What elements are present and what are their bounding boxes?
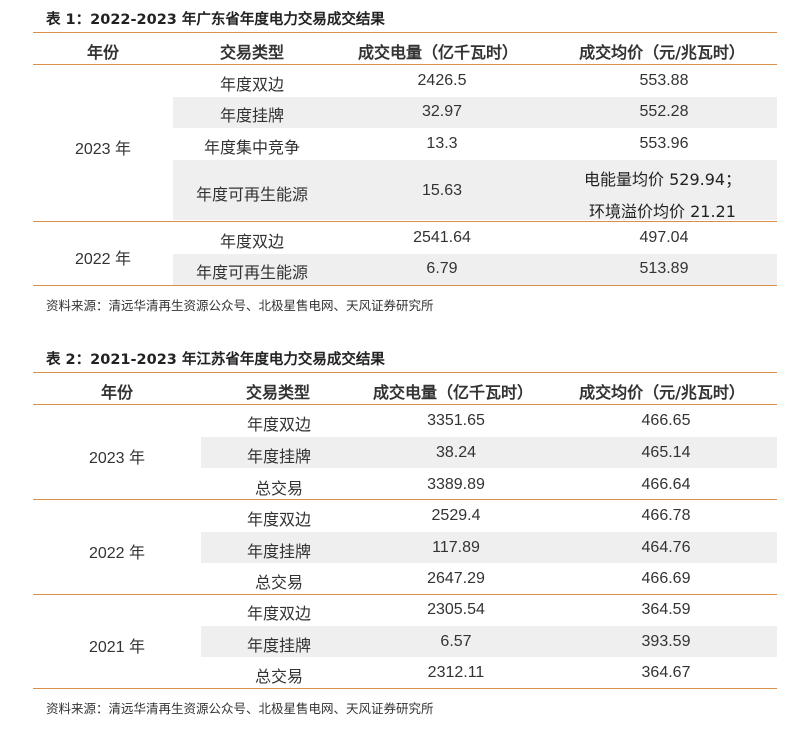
table-cell-type: 年度挂牌 xyxy=(246,636,312,655)
table-cell-price: 464.76 xyxy=(641,539,691,556)
table-cell-type: 年度双边 xyxy=(246,604,312,623)
table-cell-price: 466.69 xyxy=(641,570,691,587)
table2-year-2023: 2023 年 xyxy=(88,450,146,467)
table1-row-shade xyxy=(173,97,777,128)
table-cell-type: 年度双边 xyxy=(246,510,312,529)
table-cell-price: 552.28 xyxy=(639,103,689,120)
table-cell-price-energy: 电能量均价 529.94； xyxy=(584,170,742,189)
table-cell-price: 364.59 xyxy=(641,601,691,618)
table-cell-price: 466.78 xyxy=(641,507,691,524)
table-cell-volume: 3351.65 xyxy=(427,412,485,429)
table1-header-volume: 成交电量（亿千瓦时） xyxy=(357,43,519,62)
table2-year-2022: 2022 年 xyxy=(88,545,146,562)
table2-bottom-rule xyxy=(33,688,777,689)
table-cell-price: 513.89 xyxy=(639,260,689,277)
table-cell-price: 553.88 xyxy=(639,72,689,89)
table-cell-type: 年度双边 xyxy=(219,75,285,94)
table-cell-price: 466.65 xyxy=(641,412,691,429)
table1-header-price: 成交均价（元/兆瓦时） xyxy=(579,43,745,62)
table2-top-rule xyxy=(33,372,777,373)
table-cell-price: 497.04 xyxy=(639,229,689,246)
table-cell-type: 总交易 xyxy=(254,573,304,592)
table-cell-type: 年度挂牌 xyxy=(246,542,312,561)
table-cell-type: 年度双边 xyxy=(246,415,312,434)
table1-row-shade xyxy=(173,254,777,285)
table-cell-volume: 2426.5 xyxy=(417,72,467,89)
table-cell-volume: 117.89 xyxy=(432,539,480,556)
table-cell-volume: 2529.4 xyxy=(431,507,481,524)
table-cell-type: 总交易 xyxy=(254,667,304,686)
table2-row-shade xyxy=(201,437,777,468)
table-cell-price: 364.67 xyxy=(641,664,691,681)
table1-header-year: 年份 xyxy=(86,43,120,62)
table1-year-2023: 2023 年 xyxy=(74,141,132,158)
table2-header-year: 年份 xyxy=(100,383,134,402)
table2-header-type: 交易类型 xyxy=(245,383,311,402)
table1-year-2022: 2022 年 xyxy=(74,251,132,268)
table1-header-rule xyxy=(33,64,777,65)
table2-row-shade xyxy=(201,532,777,563)
table-cell-price-env-premium: 环境溢价均价 21.21 xyxy=(589,202,736,221)
table2-header-rule xyxy=(33,404,777,405)
table2-group-rule xyxy=(33,499,777,500)
table-cell-price: 393.59 xyxy=(641,633,691,650)
table-cell-type: 年度挂牌 xyxy=(219,106,285,125)
table-cell-price: 466.64 xyxy=(641,476,691,493)
table-cell-type: 年度集中竞争 xyxy=(203,138,301,157)
table-cell-type: 年度可再生能源 xyxy=(195,185,309,204)
table-cell-volume: 2312.11 xyxy=(427,664,485,681)
table-cell-price: 553.96 xyxy=(639,135,689,152)
table-cell-type: 总交易 xyxy=(254,479,304,498)
table1-group-rule xyxy=(33,221,777,222)
table-cell-volume: 15.63 xyxy=(421,182,463,199)
table-cell-type: 年度双边 xyxy=(219,232,285,251)
table2-source: 资料来源：清远华清再生资源公众号、北极星售电网、天风证券研究所 xyxy=(46,701,434,716)
table-cell-volume: 2541.64 xyxy=(413,229,471,246)
table1-row-shade xyxy=(173,160,777,220)
table-cell-volume: 38.24 xyxy=(435,444,477,461)
table-cell-type: 年度可再生能源 xyxy=(195,263,309,282)
table2-row-shade xyxy=(201,626,777,657)
table2-header-price: 成交均价（元/兆瓦时） xyxy=(579,383,745,402)
table2-header-volume: 成交电量（亿千瓦时） xyxy=(372,383,534,402)
table-cell-volume: 6.79 xyxy=(426,260,458,277)
table-cell-volume: 13.3 xyxy=(426,135,458,152)
table1-header-type: 交易类型 xyxy=(219,43,285,62)
table2-group-rule xyxy=(33,594,777,595)
table2-year-2021: 2021 年 xyxy=(88,639,146,656)
table1-title: 表 1：2022-2023 年广东省年度电力交易成交结果 xyxy=(46,12,385,28)
table-cell-volume: 2305.54 xyxy=(427,601,485,618)
table-cell-price: 465.14 xyxy=(641,444,691,461)
table-cell-volume: 2647.29 xyxy=(427,570,485,587)
table2-title: 表 2：2021-2023 年江苏省年度电力交易成交结果 xyxy=(46,352,385,368)
table1-source: 资料来源：清远华清再生资源公众号、北极星售电网、天风证券研究所 xyxy=(46,298,434,313)
table-cell-volume: 6.57 xyxy=(440,633,472,650)
table1-bottom-rule xyxy=(33,285,777,286)
table-cell-type: 年度挂牌 xyxy=(246,447,312,466)
table-cell-volume: 3389.89 xyxy=(427,476,485,493)
table-cell-volume: 32.97 xyxy=(421,103,463,120)
table1-top-rule xyxy=(33,32,777,33)
